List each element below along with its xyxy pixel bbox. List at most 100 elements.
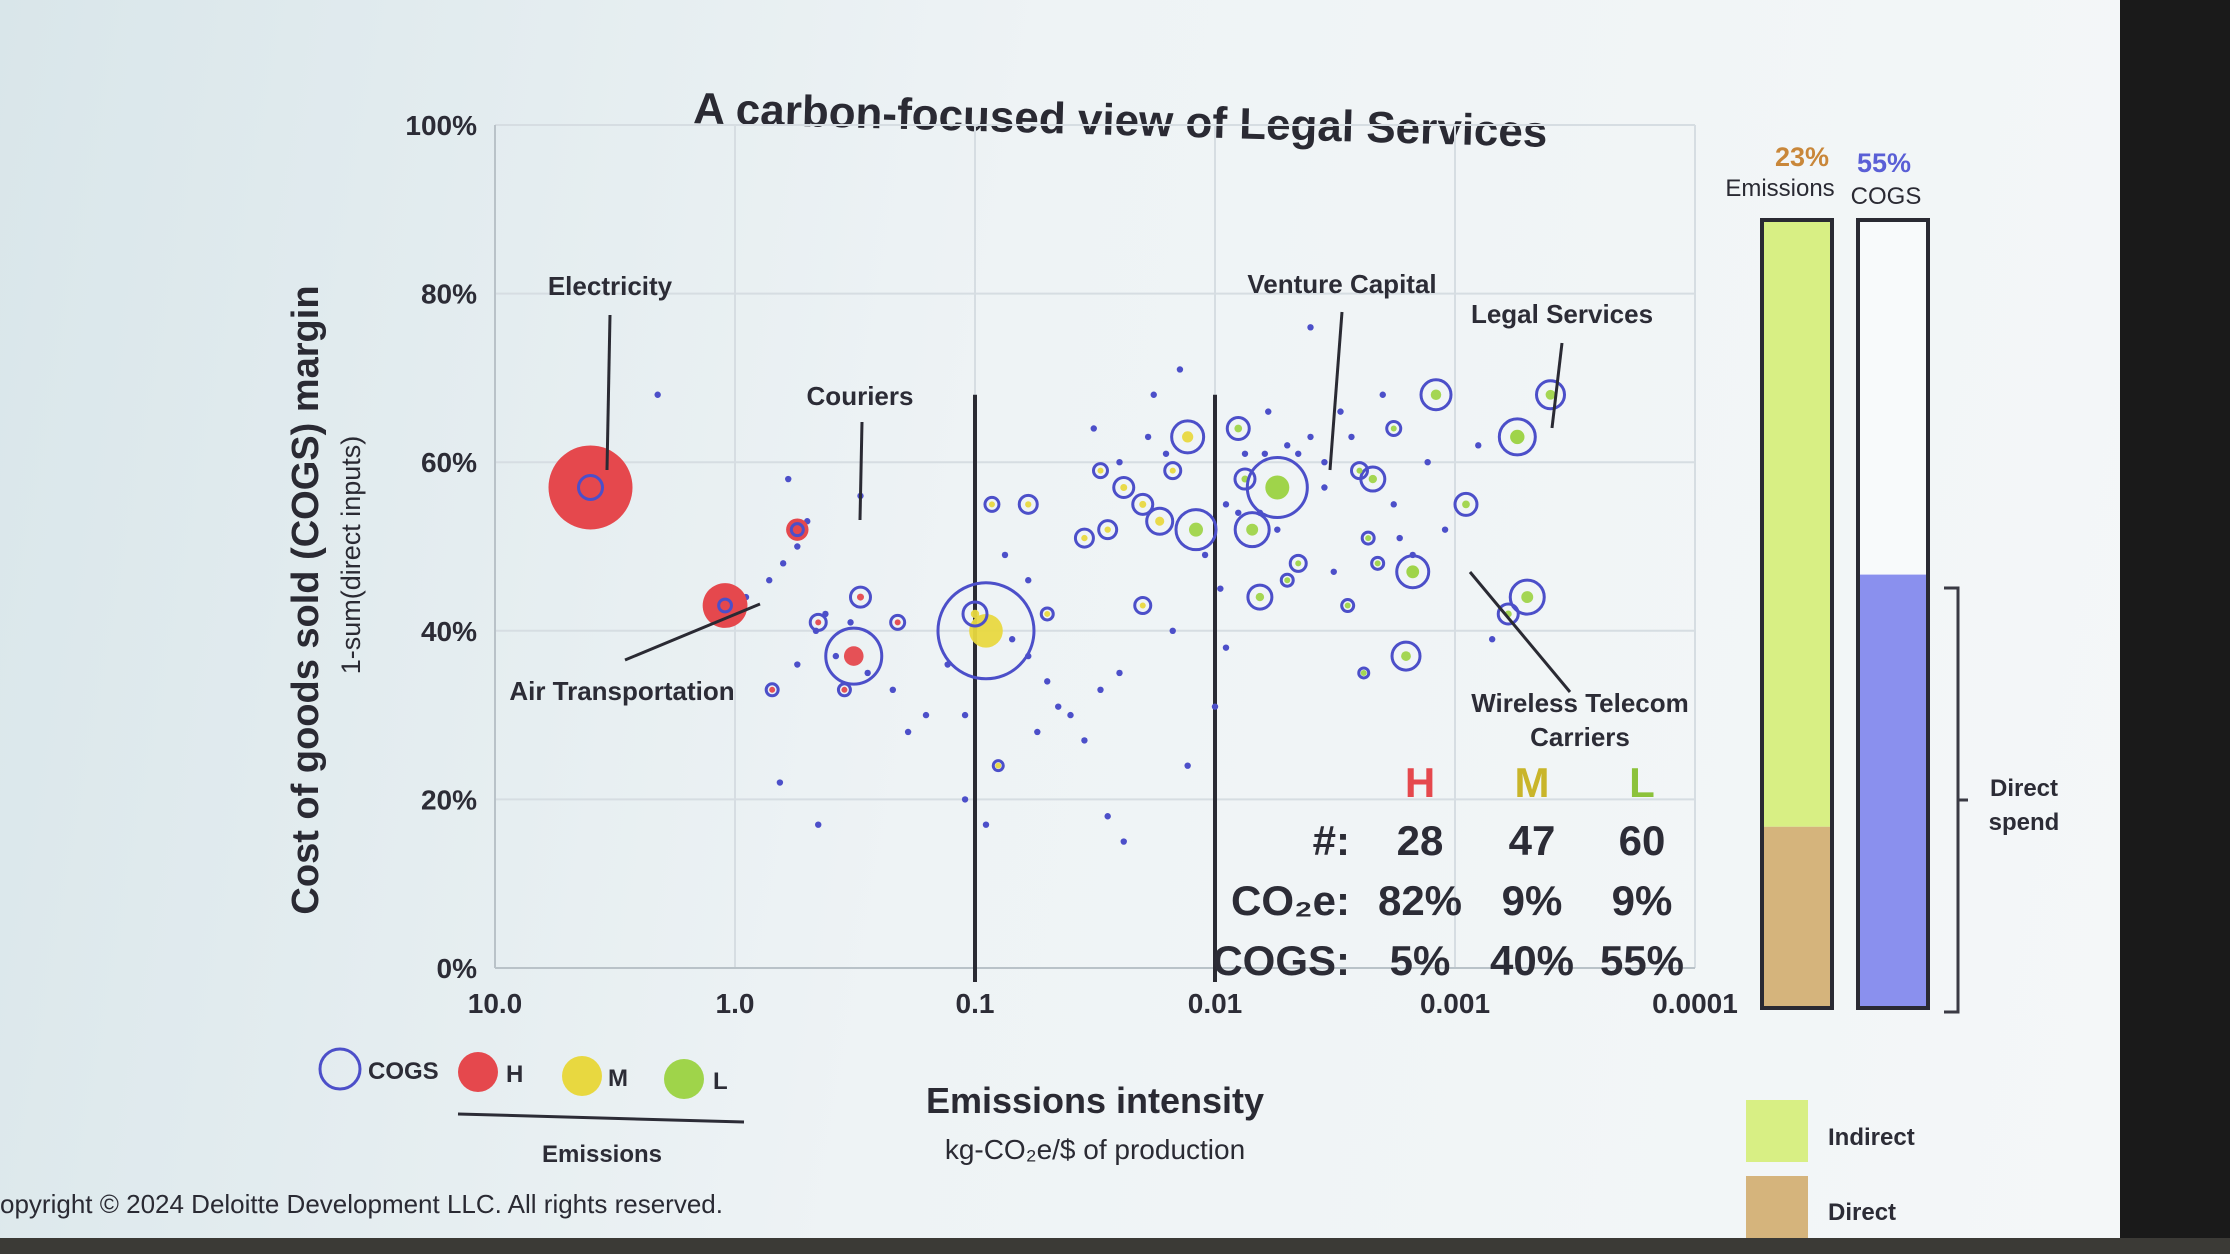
emissions-dot: [856, 593, 864, 601]
x-tick-label: 0.001: [1420, 988, 1490, 1019]
legend-cogs-marker: [318, 1047, 362, 1091]
cogs-bubble: [961, 600, 989, 628]
chart-title: A carbon-focused view of Legal Services: [693, 84, 1548, 157]
emissions-dot: [1234, 424, 1243, 433]
emissions-dot: [1139, 500, 1147, 508]
scatter-dot: [1284, 442, 1291, 449]
bar-legend-indirect-label: Indirect: [1828, 1124, 1915, 1151]
cogs-bubble: [1385, 419, 1403, 437]
scatter-dot: [1475, 442, 1482, 449]
scatter-dot: [1104, 813, 1111, 820]
cogs-bubble: [836, 682, 852, 698]
cogs-bubble: [1497, 417, 1537, 457]
legend-divider: [457, 1112, 745, 1124]
table-cell: 40%: [1490, 937, 1574, 984]
screen-bottom-edge: [0, 1238, 2230, 1254]
scatter-dot: [776, 779, 784, 786]
annotation-leader: [1550, 342, 1564, 429]
emissions-dot: [969, 614, 1003, 648]
y-tick-label: 20%: [421, 784, 477, 815]
point-annotation: Air Transportation: [509, 676, 734, 706]
scatter-dot: [1424, 459, 1431, 466]
table-cell: 55%: [1600, 937, 1684, 984]
emissions-dot: [1025, 501, 1032, 508]
y-tick-label: 40%: [421, 616, 477, 647]
scatter-dot: [1067, 711, 1074, 719]
cogs-bubble: [1233, 467, 1257, 491]
emissions-dot: [843, 646, 864, 666]
scatter-dot: [1169, 627, 1176, 634]
scatter-dot: [1295, 450, 1302, 457]
x-tick-label: 1.0: [716, 988, 755, 1019]
scatter-dot: [815, 821, 822, 828]
cogs-bar-label: COGS: [1851, 183, 1922, 210]
plot-area: 0% 20% 40% 60% 80% 100% 10.0 1.0 0.1 0.01 0.001 0.0…: [405, 110, 1737, 1019]
emissions-dot: [786, 518, 809, 541]
scatter-dot: [1235, 509, 1242, 516]
emissions-direct-segment: [1762, 826, 1832, 1008]
emissions-dot: [1155, 516, 1165, 526]
scatter-dot: [922, 711, 930, 719]
cogs-bubble: [1496, 602, 1520, 626]
emissions-dot: [1284, 577, 1291, 584]
emissions-dot: [1295, 560, 1302, 567]
scatter-dot: [1261, 450, 1269, 457]
cogs-bubble: [889, 613, 907, 631]
legend-low-marker: [664, 1059, 704, 1099]
legend-high-marker: [458, 1052, 498, 1092]
scatter-dot: [1055, 703, 1062, 710]
cogs-bubble: [1419, 378, 1453, 412]
annotation-leader: [624, 602, 761, 662]
emissions-dot: [769, 686, 776, 693]
cogs-bubble: [991, 759, 1005, 773]
cogs-bubble: [1112, 475, 1136, 499]
cogs-bubble: [1508, 578, 1546, 616]
point-annotation: Couriers: [807, 381, 914, 411]
cogs-bar-outline: [1856, 218, 1930, 1010]
cogs-bubble: [1288, 553, 1308, 573]
emissions-dot: [1365, 535, 1372, 542]
scatter-dot: [1116, 459, 1123, 466]
emissions-dot: [1360, 669, 1367, 676]
table-cell: 28: [1397, 817, 1444, 864]
table-cell: 9%: [1612, 877, 1673, 924]
emissions-dot: [1255, 592, 1265, 602]
scatter-dot: [1008, 636, 1016, 643]
scatter-dot: [961, 711, 969, 719]
scatter-dot: [1090, 425, 1097, 432]
emissions-dot: [1246, 523, 1259, 536]
direct-spend-label-2: spend: [1989, 809, 2060, 836]
legend-medium-label: M: [608, 1065, 628, 1092]
emissions-dot: [1120, 483, 1128, 491]
cogs-bubble: [764, 682, 780, 698]
scatter-dot: [1025, 577, 1032, 584]
scatter-dot: [794, 543, 801, 550]
scatter-dot: [1120, 838, 1127, 845]
emissions-dot: [1510, 429, 1525, 445]
table-header: M: [1515, 759, 1550, 806]
emissions-dot: [1374, 560, 1381, 567]
cogs-bubble: [1370, 555, 1386, 571]
cogs-bubble: [808, 612, 828, 632]
cogs-bubble: [983, 495, 1001, 513]
scatter-dot: [1321, 484, 1328, 491]
cogs-direct-segment: [1858, 574, 1928, 1008]
cogs-bubble: [1017, 493, 1039, 515]
cogs-bubble: [1091, 462, 1109, 480]
cogs-bubble: [1073, 527, 1095, 549]
cogs-bubble: [1360, 530, 1376, 546]
scatter-dot: [1176, 366, 1184, 373]
emissions-bar-outline: [1760, 218, 1834, 1010]
x-tick-label: 0.01: [1188, 988, 1243, 1019]
emissions-dot: [1344, 602, 1351, 609]
emissions-bar-label: Emissions: [1725, 175, 1834, 202]
cogs-bubble: [1279, 572, 1295, 588]
scatter-dot: [847, 619, 854, 626]
y-tick-label: 60%: [421, 447, 477, 478]
y-axis-sublabel: 1-sum(direct inputs): [336, 436, 366, 675]
direct-spend-bracket: [1944, 586, 1960, 1014]
point-annotation: Legal Services: [1471, 299, 1653, 329]
table-cell: 82%: [1378, 877, 1462, 924]
cogs-bubble: [1340, 598, 1356, 614]
scatter-dot: [832, 652, 840, 660]
